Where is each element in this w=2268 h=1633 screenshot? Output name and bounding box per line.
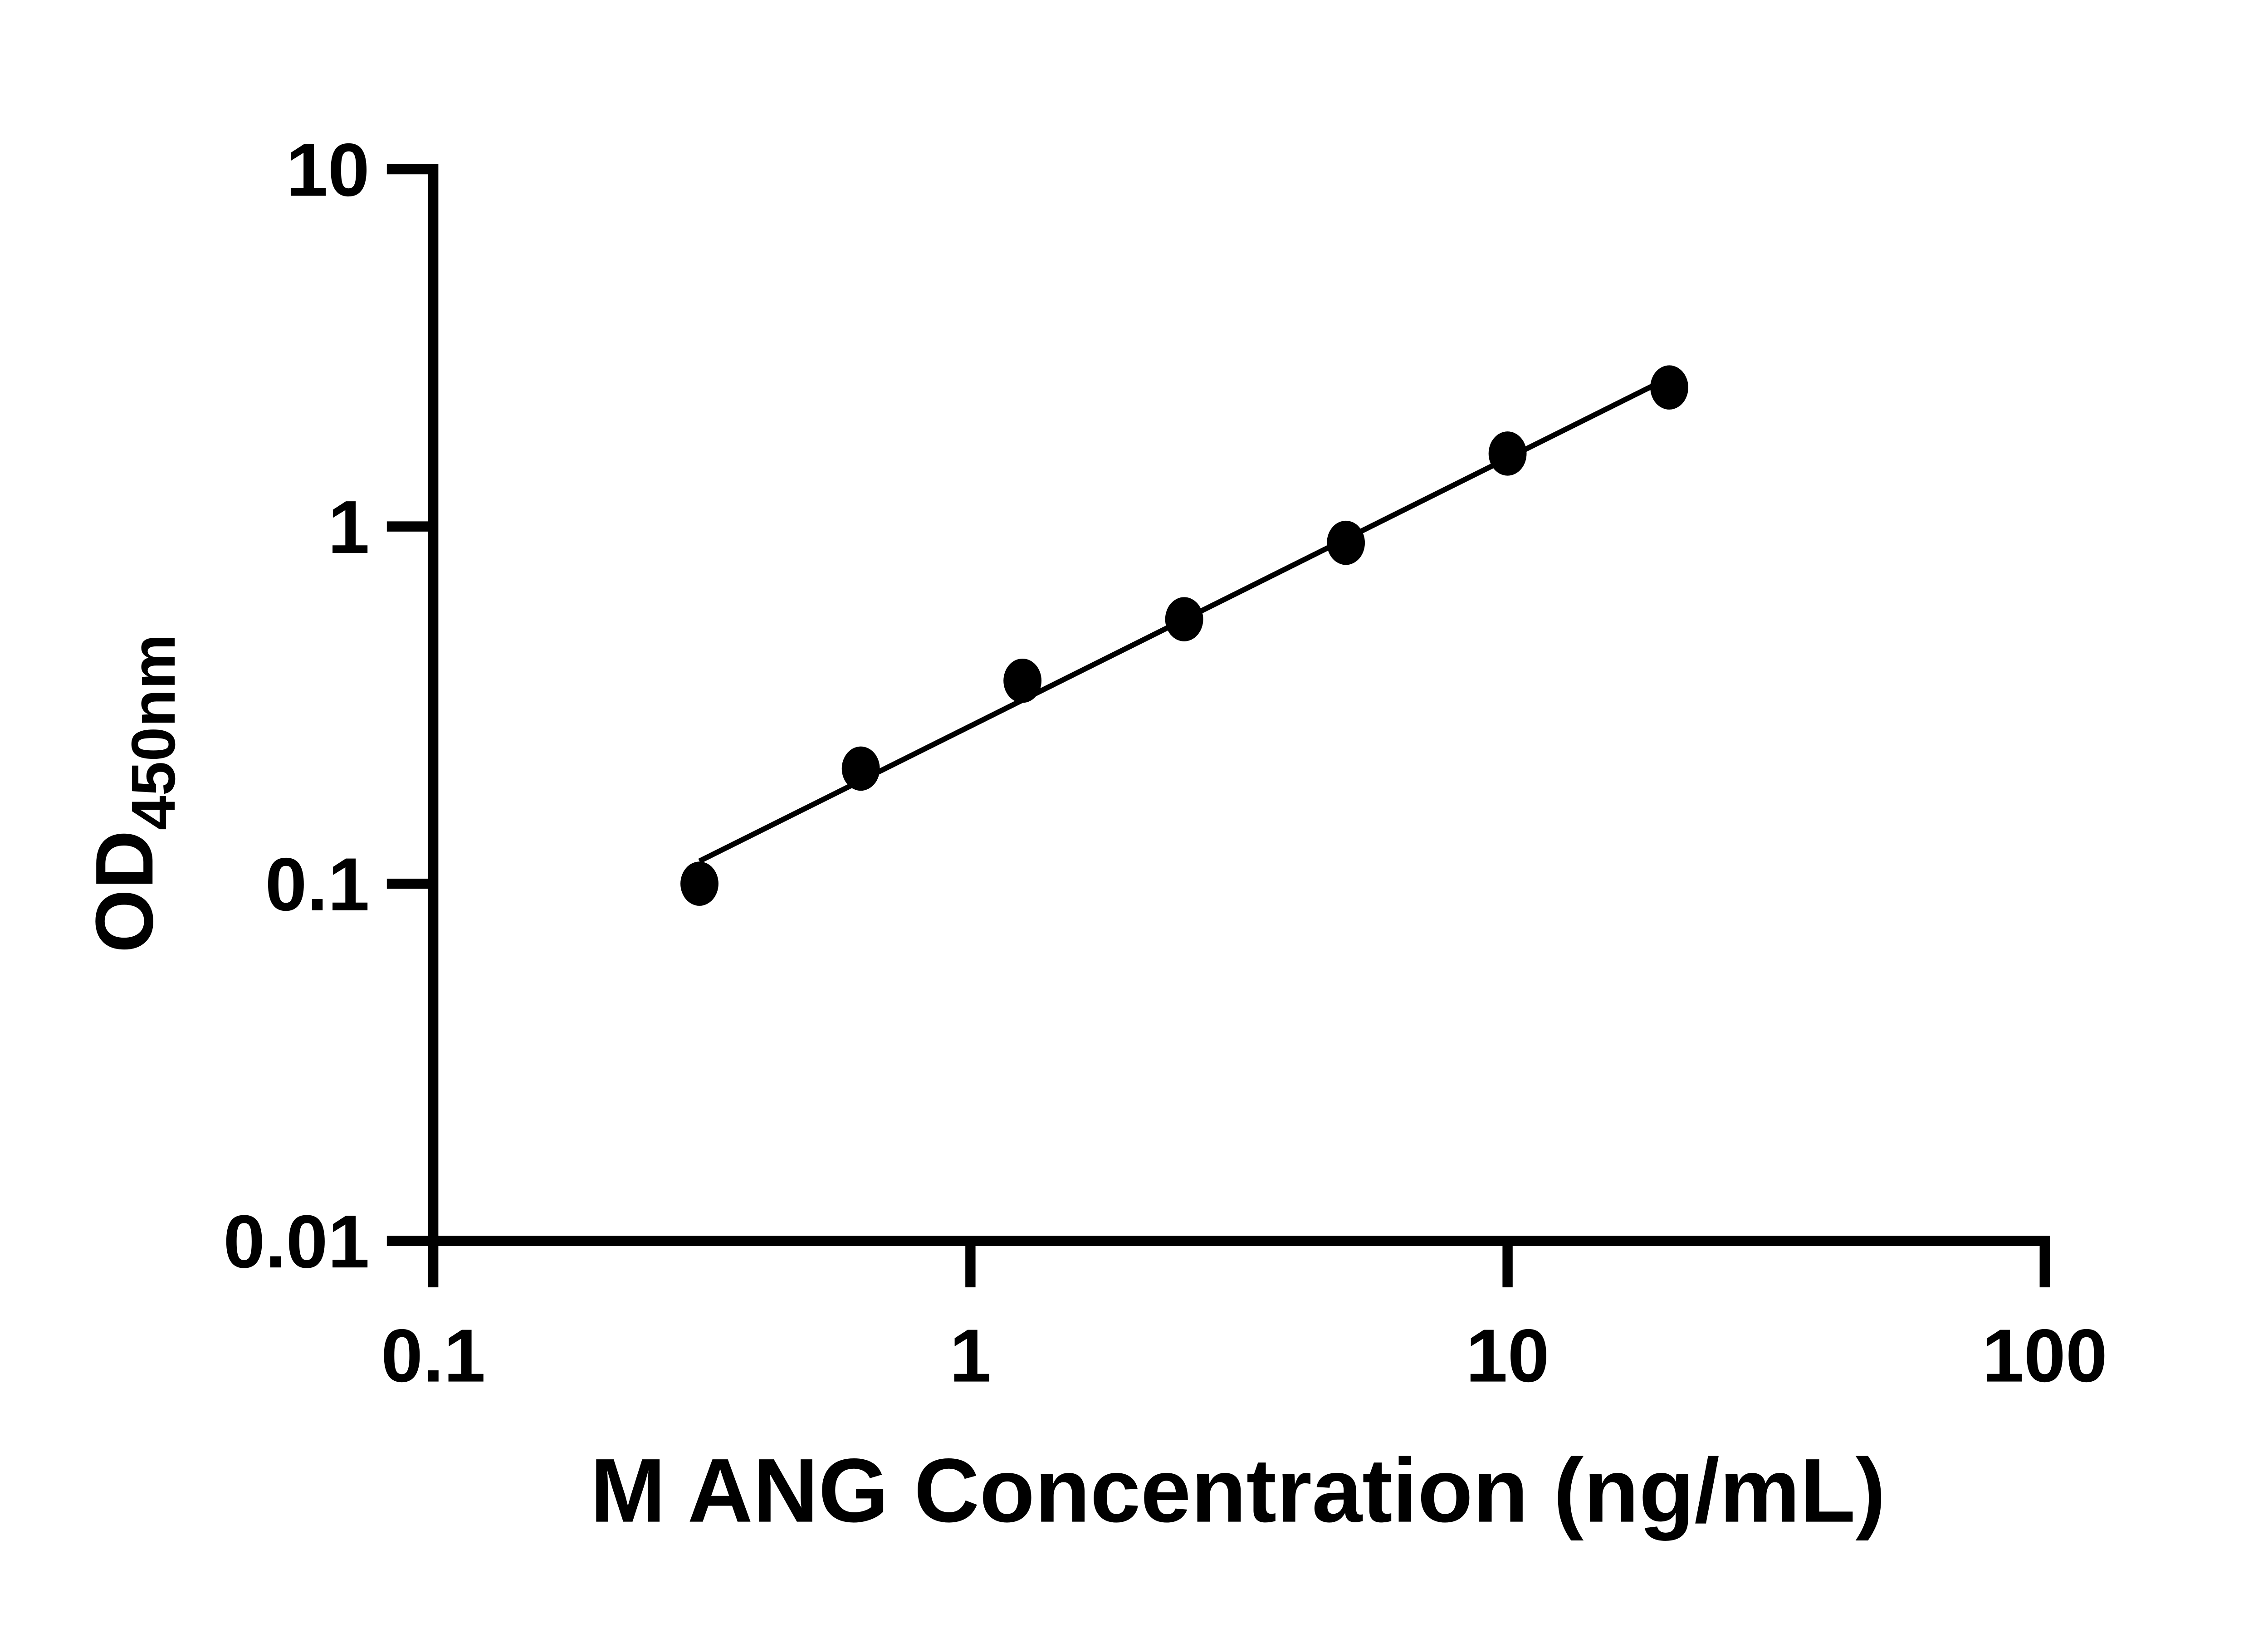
data-point [1165,597,1203,641]
y-axis-tick-labels: 0.01 0.1 1 10 [223,128,369,1284]
data-point [1488,431,1527,476]
y-axis-title: OD450nm [79,634,188,953]
y-axis-ticks [386,164,434,1246]
data-point [1003,658,1042,703]
data-point [841,746,880,791]
y-axis-title-main: OD [79,830,170,953]
x-axis-ticks [428,1241,2050,1288]
data-point [680,861,719,906]
data-points [680,365,1688,906]
x-tick-label: 10 [1466,1314,1549,1398]
x-tick-label: 0.1 [381,1314,485,1398]
y-tick-label: 10 [286,128,370,212]
y-tick-label: 1 [328,485,370,569]
x-tick-label: 100 [1982,1314,2107,1398]
x-tick-label: 1 [949,1314,991,1398]
y-axis-title-subscript: 450nm [118,634,188,830]
data-point [1650,365,1688,410]
data-point [1327,520,1365,565]
x-axis-title: M ANG Concentration (ng/mL) [590,1440,1886,1541]
x-axis-tick-labels: 0.1 1 10 100 [381,1314,2107,1398]
y-tick-label: 0.01 [223,1200,369,1284]
y-tick-label: 0.1 [265,843,369,927]
